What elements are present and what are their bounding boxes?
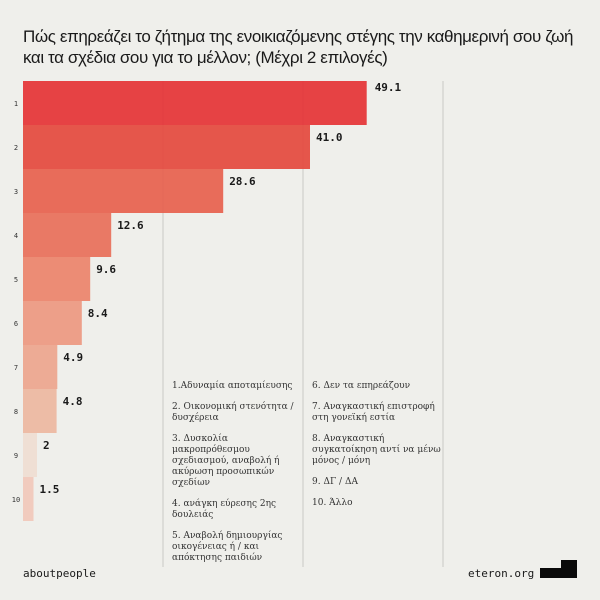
legend-item: 2. Οικονομική στενότητα / δυσχέρεια	[172, 402, 294, 423]
source-aboutpeople: aboutpeople	[23, 567, 96, 580]
category-label: 1	[14, 100, 18, 108]
category-label: 10	[12, 496, 20, 504]
legend-item: 7. Αναγκαστική επιστροφή στη γονεϊκή εστ…	[312, 402, 435, 423]
bar	[23, 345, 58, 389]
category-label: 8	[14, 408, 18, 416]
bar	[23, 301, 82, 345]
value-label: 1.5	[40, 483, 60, 496]
legend-item: 4. ανάγκη εύρεσης 2ης δουλειάς	[172, 499, 277, 520]
bar	[23, 257, 91, 301]
legend-item: 10. Άλλο	[312, 498, 353, 508]
bar	[23, 125, 310, 169]
bar	[23, 81, 367, 125]
source-eteron: eteron.org	[468, 567, 535, 580]
legend-item: 1.Αδυναμία αποταμίευσης	[172, 381, 293, 391]
value-label: 8.4	[88, 307, 108, 320]
eteron-logo	[540, 560, 577, 578]
bar	[23, 433, 37, 477]
legend-item: 9. ΔΓ / ΔΑ	[312, 477, 358, 487]
legend-item: 3. Δυσκολία μακροπρόθεσμου σχεδιασμού, α…	[172, 434, 280, 488]
category-label: 5	[14, 276, 18, 284]
value-label: 49.1	[375, 81, 402, 94]
legend-column-2: 6. Δεν τα επηρεάζουν 7. Αναγκαστική επιστ…	[312, 381, 447, 519]
legend-item: 5. Αναβολή δημιουργίας οικογένειας ή / κ…	[172, 531, 283, 563]
bar	[23, 169, 224, 213]
category-label: 3	[14, 188, 18, 196]
bar	[23, 213, 112, 257]
legend-column-1: 1.Αδυναμία αποταμίευσης 2. Οικονομική στε…	[172, 381, 307, 574]
bar	[23, 389, 57, 433]
value-label: 41.0	[316, 131, 343, 144]
legend-item: 6. Δεν τα επηρεάζουν	[312, 381, 411, 391]
value-label: 2	[43, 439, 50, 452]
chart-title: Πώς επηρεάζει το ζήτημα της ενοικιαζόμεν…	[23, 27, 574, 67]
legend-item: 8. Αναγκαστική συγκατοίκηση αντί να μένω…	[312, 434, 441, 466]
value-label: 4.9	[63, 351, 83, 364]
value-label: 4.8	[63, 395, 83, 408]
value-label: 12.6	[117, 219, 144, 232]
bar	[23, 477, 34, 521]
category-label: 6	[14, 320, 18, 328]
category-label: 7	[14, 364, 18, 372]
value-label: 9.6	[96, 263, 116, 276]
category-label: 9	[14, 452, 18, 460]
category-label: 4	[14, 232, 18, 240]
value-label: 28.6	[229, 175, 256, 188]
category-label: 2	[14, 144, 18, 152]
